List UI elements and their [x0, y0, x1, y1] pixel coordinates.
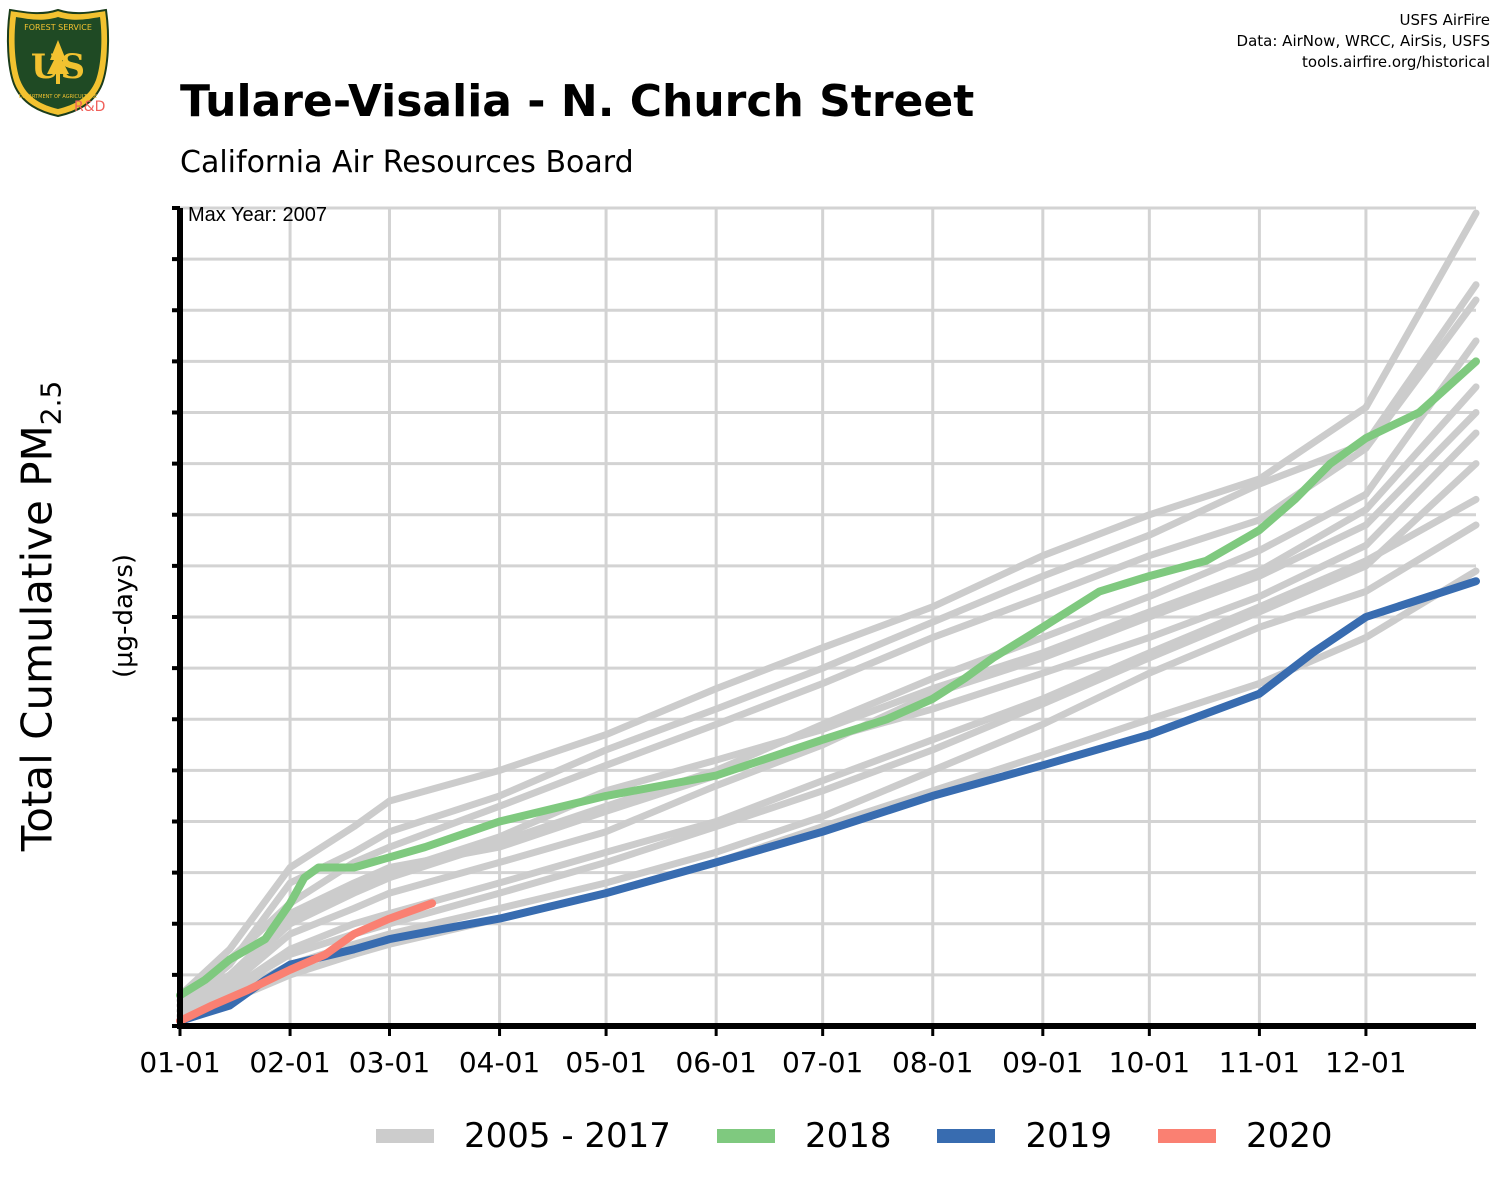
legend-item-2020: 2020	[1158, 1116, 1333, 1156]
max-year-annotation: Max Year: 2007	[188, 204, 327, 226]
x-tick-label: 01-01	[139, 1046, 220, 1079]
x-tick-label: 12-01	[1325, 1046, 1406, 1079]
forest-service-logo: FOREST SERVICE US DEPARTMENT OF AGRICULT…	[6, 8, 110, 118]
x-tick-label: 07-01	[782, 1046, 863, 1079]
x-tick-label: 05-01	[565, 1046, 646, 1079]
chart-title: Tulare-Visalia - N. Church Street	[180, 76, 975, 127]
series-line-2019	[176, 577, 1480, 1025]
logo-text-top: FOREST SERVICE	[24, 23, 92, 32]
series-line-history	[176, 383, 1480, 1009]
series-line-history	[176, 296, 1480, 1004]
credit-line: USFS AirFire	[1399, 11, 1490, 29]
legend-label: 2018	[804, 1116, 892, 1156]
series-line-history	[176, 567, 1480, 1025]
legend-swatch-history	[376, 1129, 434, 1143]
legend-label: 2020	[1246, 1116, 1333, 1156]
legend-label: 2005 - 2017	[464, 1116, 671, 1156]
chart-subtitle: California Air Resources Board	[180, 145, 634, 180]
credit-line: tools.airfire.org/historical	[1302, 53, 1490, 71]
x-tick-label: 10-01	[1109, 1046, 1190, 1079]
legend: 2005 - 2017 2018 2019 2020	[376, 1112, 1379, 1160]
series-line-history	[176, 460, 1480, 1020]
legend-item-history: 2005 - 2017	[376, 1116, 671, 1156]
series-line-2018	[176, 357, 1480, 1000]
logo-text-bottom: DEPARTMENT OF AGRICULTURE	[19, 94, 97, 100]
series-line-history	[176, 495, 1480, 1020]
legend-swatch-2019	[937, 1129, 996, 1143]
x-tick-label: 02-01	[249, 1046, 330, 1079]
rd-badge: R&D	[74, 99, 106, 115]
series-line-history	[176, 209, 1480, 999]
x-tick-label: 06-01	[675, 1046, 756, 1079]
x-tick-label: 09-01	[1002, 1046, 1083, 1079]
legend-item-2019: 2019	[937, 1116, 1112, 1156]
credits: USFS AirFire Data: AirNow, WRCC, AirSis,…	[1237, 10, 1490, 73]
series-line-2020	[176, 899, 437, 1025]
legend-swatch-2018	[716, 1129, 775, 1143]
x-tick-label: 08-01	[892, 1046, 973, 1079]
legend-swatch-2020	[1158, 1129, 1217, 1143]
series-line-history	[176, 337, 1480, 1015]
x-tick-label: 11-01	[1219, 1046, 1300, 1079]
x-tick-label: 03-01	[349, 1046, 430, 1079]
series-line-history	[176, 409, 1480, 1020]
credit-line: Data: AirNow, WRCC, AirSis, USFS	[1236, 32, 1490, 50]
legend-item-2018: 2018	[716, 1116, 892, 1156]
legend-label: 2019	[1025, 1116, 1113, 1156]
x-tick-label: 04-01	[459, 1046, 540, 1079]
